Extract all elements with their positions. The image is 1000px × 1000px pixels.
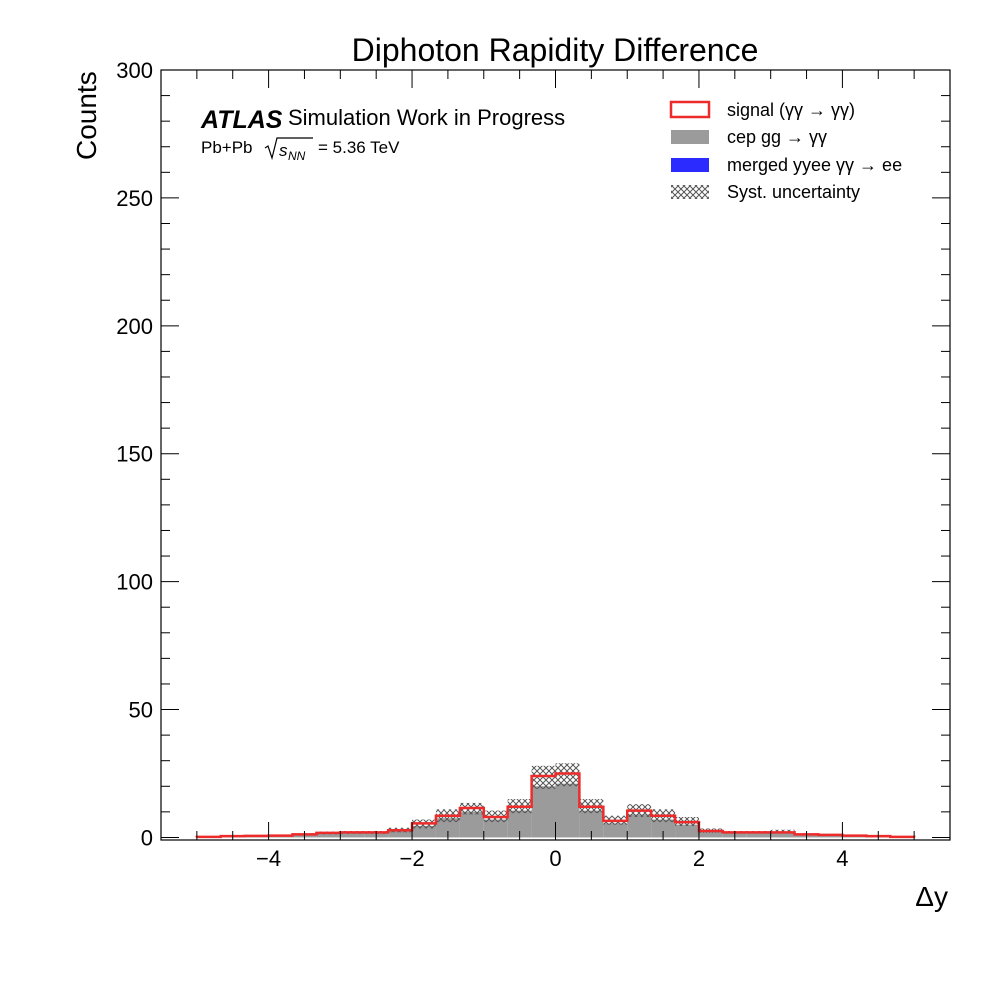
- svg-text:s: s: [279, 141, 288, 160]
- cep-bar: [698, 832, 723, 838]
- atlas-status: Simulation Work in Progress: [288, 105, 565, 130]
- cep-bar: [675, 824, 699, 838]
- y-tick-label: 0: [141, 825, 153, 850]
- cep-bar: [340, 832, 365, 838]
- legend-swatch-signal: [669, 100, 711, 119]
- chart-title: Diphoton Rapidity Difference: [352, 32, 759, 68]
- cep-bar: [651, 819, 676, 838]
- cep-bar: [818, 835, 843, 838]
- legend-swatch-yyee: [671, 158, 709, 172]
- y-tick-label: 200: [116, 314, 153, 339]
- y-tick-label: 300: [116, 58, 153, 83]
- cep-bar: [603, 823, 628, 838]
- collision-system: Pb+Pb: [201, 138, 253, 157]
- svg-text:NN: NN: [288, 149, 306, 163]
- y-axis-label: Counts: [71, 71, 102, 160]
- legend-label-syst: Syst. uncertainty: [727, 182, 860, 202]
- cep-bar: [412, 825, 436, 838]
- collision-energy: = 5.36 TeV: [318, 138, 400, 157]
- legend-label-cep: cep gg → γγ: [727, 127, 827, 147]
- y-tick-label: 250: [116, 186, 153, 211]
- signal-step-line: [195, 772, 916, 839]
- x-axis-label: Δy: [915, 881, 948, 912]
- x-tick-label: 2: [693, 846, 705, 871]
- atlas-brand: ATLAS: [200, 106, 283, 134]
- cep-bar: [555, 783, 580, 838]
- cep-bar: [507, 810, 532, 838]
- x-tick-label: 4: [836, 846, 848, 871]
- cep-fill-layer: [196, 783, 915, 838]
- legend-label-signal: signal (γγ → γγ): [727, 100, 855, 120]
- syst-band: [555, 763, 580, 787]
- cep-bar: [483, 819, 508, 838]
- cep-bar: [435, 818, 460, 838]
- cep-bar: [746, 832, 771, 838]
- cep-bar: [531, 786, 556, 838]
- y-tick-label: 150: [116, 442, 153, 467]
- sqrt-snn-icon: s NN: [264, 137, 313, 163]
- x-tick-label: −2: [399, 846, 424, 871]
- syst-band: [531, 765, 556, 789]
- cep-bar: [459, 811, 484, 838]
- legend-swatch-cep: [671, 130, 709, 144]
- x-tick-label: −4: [256, 846, 281, 871]
- x-tick-label: 0: [549, 846, 561, 871]
- signal-line-layer: [195, 772, 916, 839]
- cep-bar: [579, 810, 604, 838]
- cep-bar: [770, 832, 795, 838]
- cep-bar: [388, 831, 413, 838]
- legend-label-yyee: merged yyee γγ → ee: [727, 155, 902, 175]
- legend: signal (γγ → γγ) cep gg → γγ merged yyee…: [669, 100, 902, 202]
- y-tick-label: 50: [129, 698, 153, 723]
- x-axis: −4 −2 0 2 4: [196, 70, 915, 871]
- legend-swatch-syst: [671, 185, 709, 199]
- cep-bar: [316, 833, 341, 838]
- y-axis: 0 50 100 150 200 250 300: [116, 58, 950, 850]
- y-tick-label: 100: [116, 570, 153, 595]
- cep-bar: [627, 814, 652, 838]
